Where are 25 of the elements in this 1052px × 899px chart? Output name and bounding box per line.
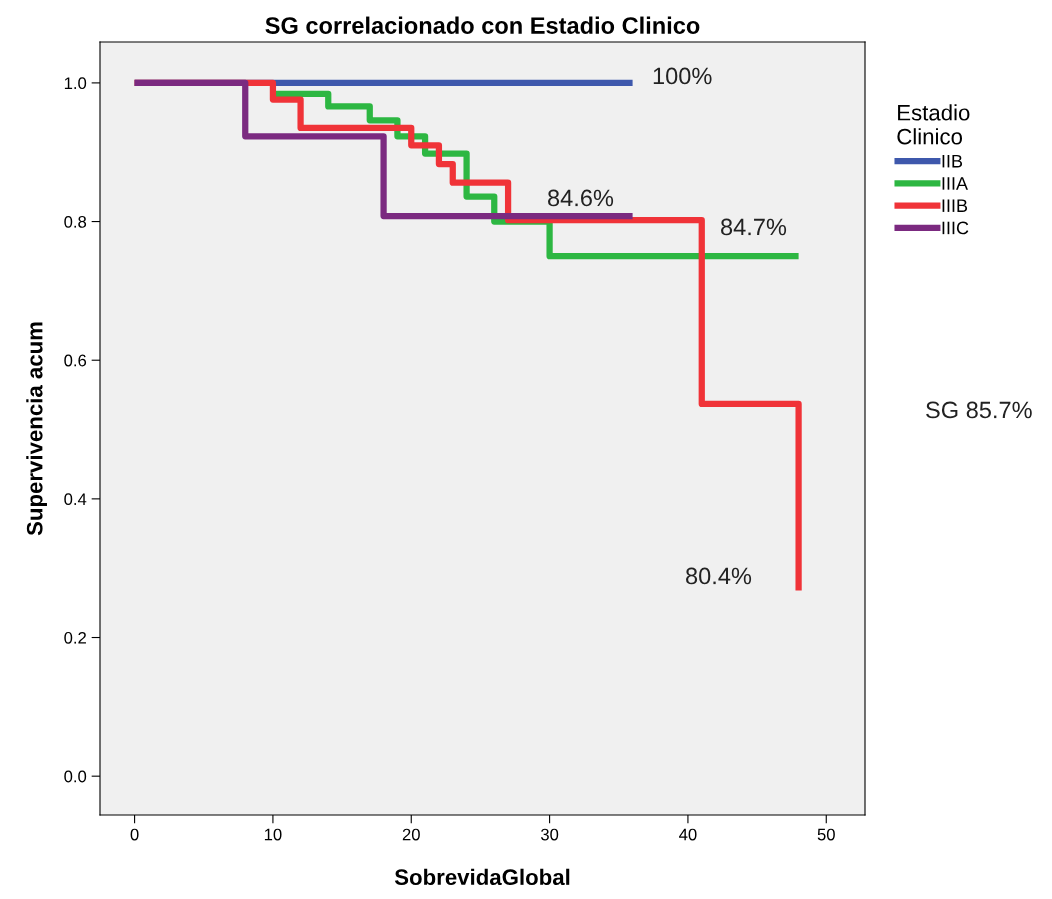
x-tick-label: 40 <box>679 828 697 841</box>
annotation: 84.6% <box>548 189 614 207</box>
legend-title: Estadio Clinico <box>897 104 970 145</box>
annotation: 84.7% <box>721 218 787 236</box>
y-tick-label: 0.2 <box>64 631 86 644</box>
annotation: 100% <box>653 67 712 85</box>
x-tick-label: 0 <box>130 828 139 841</box>
y-tick-label: 0.8 <box>64 215 87 228</box>
x-tick-label: 10 <box>264 828 282 841</box>
x-tick-label: 20 <box>402 828 420 841</box>
y-axis-title: Supervivencia acum <box>26 322 47 536</box>
annotation: 80.4% <box>686 567 752 585</box>
x-tick-label: 50 <box>817 828 835 841</box>
x-axis-title: SobrevidaGlobal <box>394 868 570 886</box>
y-tick-label: 0.6 <box>64 354 87 367</box>
legend-label: IIIB <box>942 199 968 212</box>
legend-label: IIIC <box>942 221 969 235</box>
legend-label: IIIA <box>942 177 968 190</box>
y-tick-label: 1.0 <box>64 77 87 90</box>
chart-title: SG correlacionado con Estadio Clinico <box>265 16 700 34</box>
legend-label: IIB <box>942 154 963 168</box>
y-tick-label: 0.0 <box>64 770 87 783</box>
y-tick-label: 0.4 <box>64 493 87 506</box>
x-tick-label: 30 <box>540 828 559 841</box>
text: SG 85.7% <box>926 401 1032 419</box>
